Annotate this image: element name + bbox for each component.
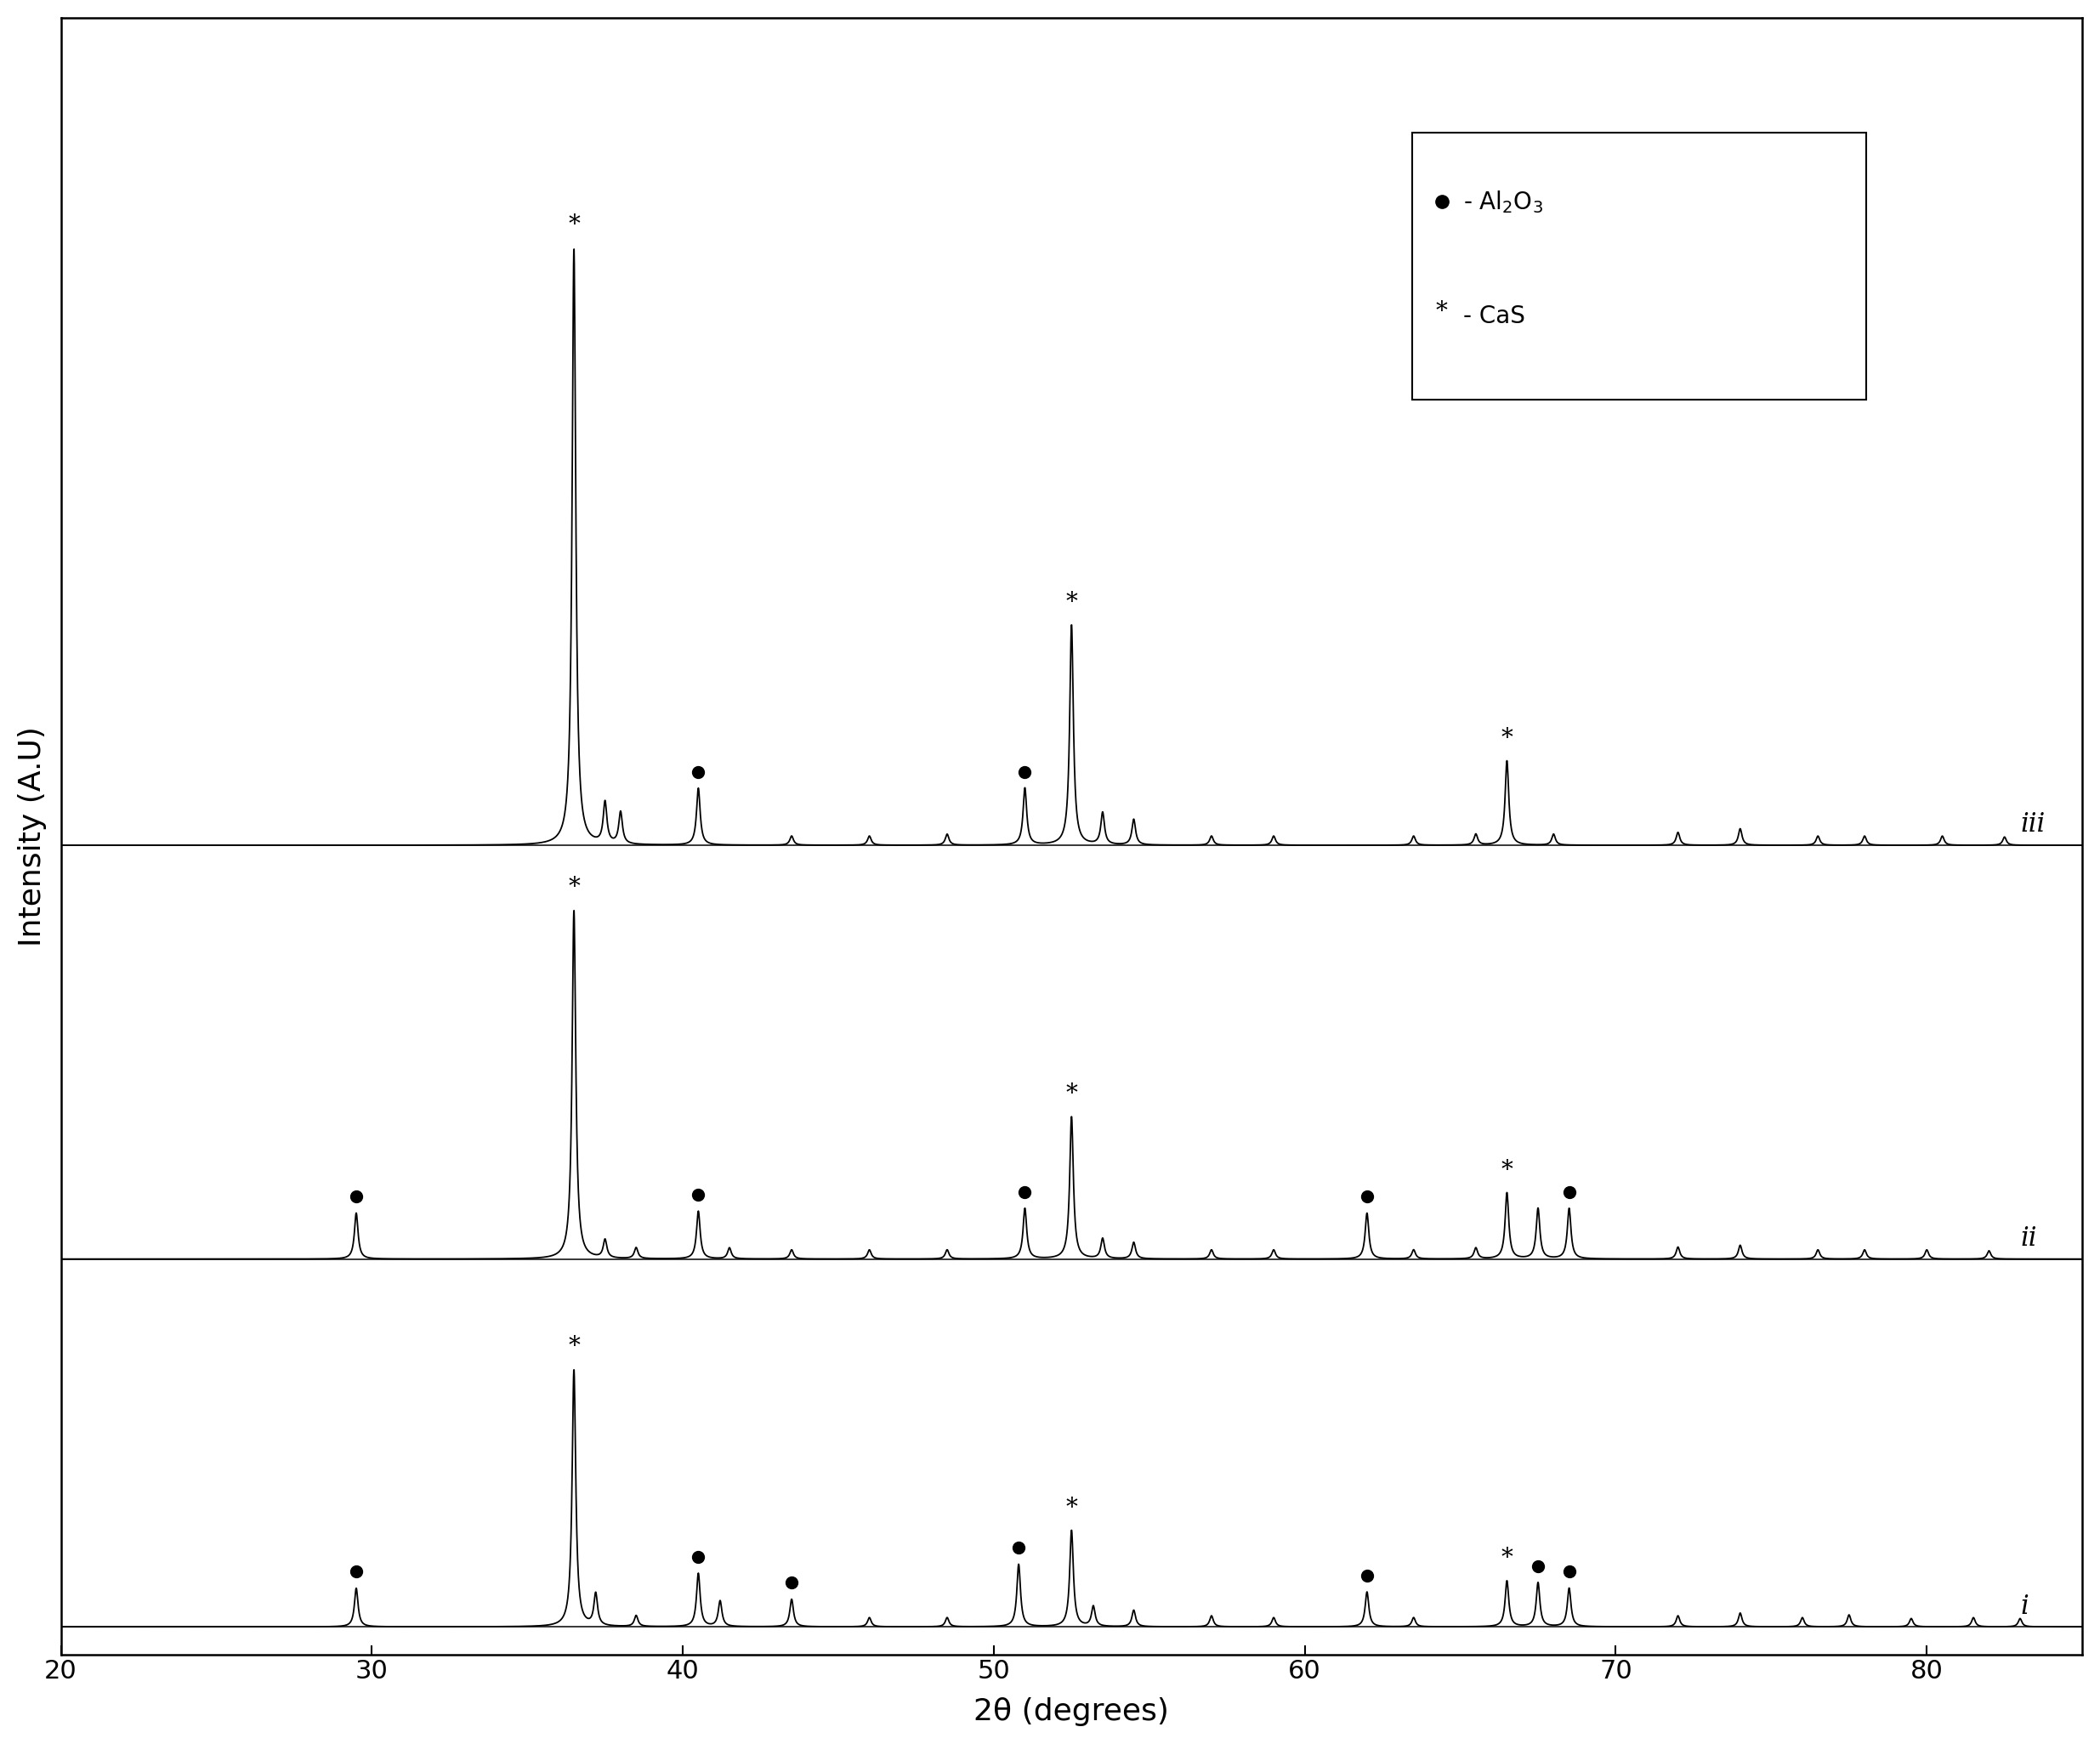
Text: *: * [567,1336,580,1359]
Text: *: * [1065,1083,1077,1106]
Text: *: * [567,875,580,898]
Y-axis label: Intensity (A.U): Intensity (A.U) [17,726,46,947]
Text: i: i [2020,1592,2029,1620]
Text: *: * [1065,591,1077,614]
Text: *: * [1065,1496,1077,1519]
Text: *: * [567,213,580,237]
Text: *: * [1502,1158,1512,1182]
Text: - Al$_2$O$_3$: - Al$_2$O$_3$ [1464,188,1544,215]
Text: *: * [1502,727,1512,750]
Text: - CaS: - CaS [1464,305,1525,328]
FancyBboxPatch shape [1411,133,1867,399]
Text: *: * [1436,300,1447,323]
Text: ii: ii [2020,1226,2037,1252]
Text: iii: iii [2020,811,2045,837]
Text: *: * [1502,1547,1512,1570]
X-axis label: 2θ (degrees): 2θ (degrees) [974,1697,1170,1727]
